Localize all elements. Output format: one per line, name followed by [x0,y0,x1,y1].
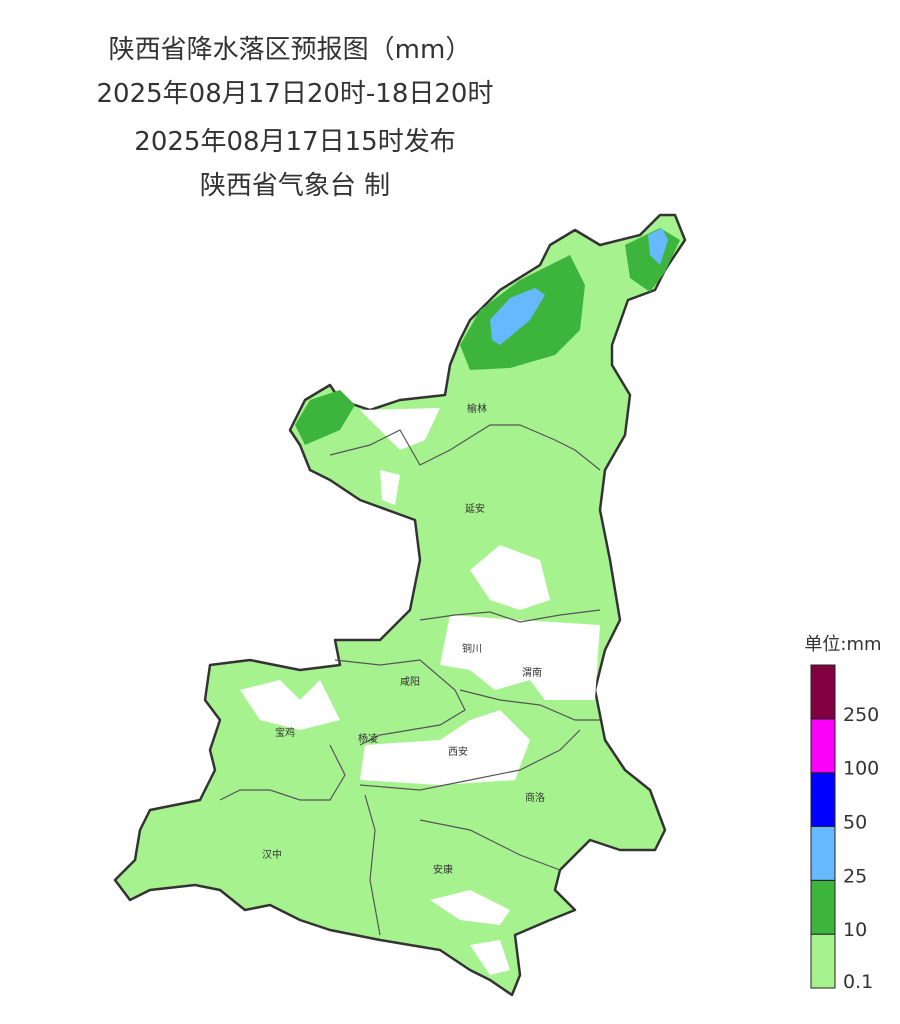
legend-label: 250 [843,704,879,726]
city-label: 安康 [433,863,453,876]
legend-swatch [810,718,836,774]
legend-swatch [810,933,836,989]
city-label: 延安 [465,502,485,515]
legend-swatch [810,826,836,881]
title: 陕西省降水落区预报图（mm） [109,35,472,65]
city-label: 渭南 [522,666,542,679]
period: 2025年08月17日20时-18日20时 [97,79,494,109]
issued: 2025年08月17日15时发布 [134,127,455,157]
city-label: 铜川 [462,643,482,655]
city-label: 榆林 [467,402,487,415]
legend-label: 100 [843,758,879,780]
legend-swatch [810,664,836,720]
city-label: 杨凌 [358,732,378,745]
legend-label: 10 [843,919,867,941]
city-label: 宝鸡 [275,726,295,739]
city-label: 西安 [448,745,468,758]
legend-label: 0.1 [843,971,873,993]
city-label: 商洛 [525,791,545,804]
issuer: 陕西省气象台 制 [200,171,390,201]
legend-label: 25 [843,865,867,887]
legend-label: 50 [843,812,867,834]
city-label: 咸阳 [400,676,420,688]
legend: 单位:mm 0.1 10 25 50 100 250 [804,634,881,993]
city-label: 汉中 [262,848,282,861]
legend-swatch [810,879,836,935]
legend-title: 单位:mm [804,634,881,655]
province-map [113,213,687,997]
legend-swatch [810,772,836,828]
